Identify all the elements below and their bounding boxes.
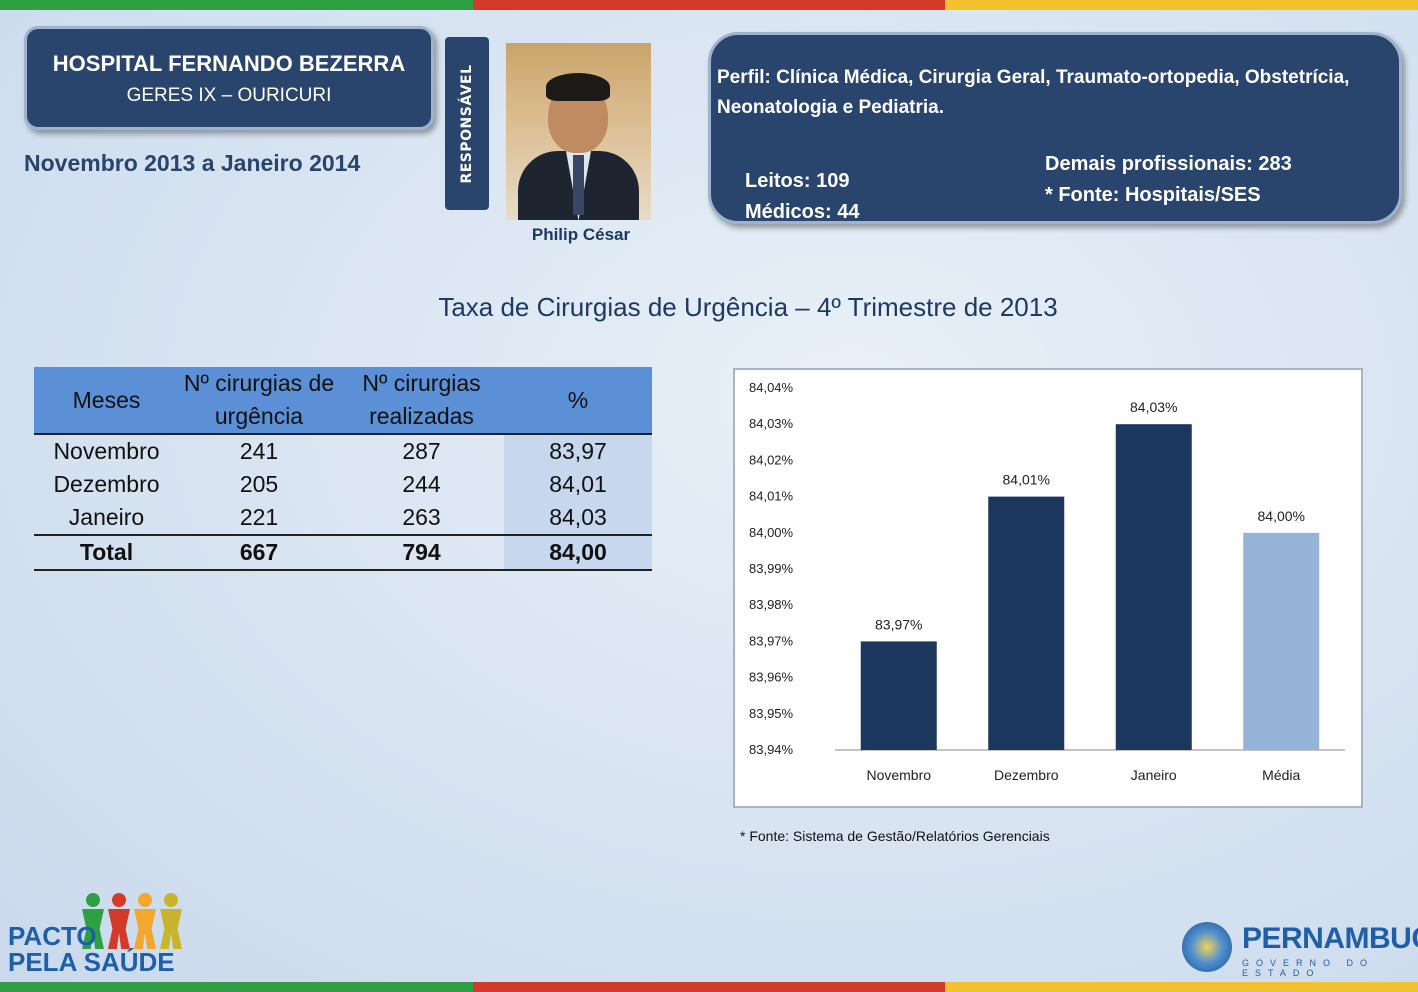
pernambuco-text: PERNAMBUCO (1242, 922, 1418, 955)
x-tick-label: Novembro (866, 767, 931, 783)
responsavel-name: Philip César (531, 225, 631, 244)
cell-percent: 84,03 (504, 501, 652, 535)
top-color-strip (0, 0, 1418, 10)
period-label: Novembro 2013 a Janeiro 2014 (24, 150, 361, 176)
medicos-count: Médicos: 44 (745, 201, 860, 223)
y-tick-label: 83,98% (749, 597, 794, 612)
cell-realizadas: 287 (402, 438, 441, 464)
data-label: 84,03% (1130, 399, 1177, 415)
table-row: Janeiro 221 263 84,03 (34, 501, 652, 535)
leitos-count: Leitos: 109 (745, 170, 850, 192)
state-seal-icon (1182, 922, 1232, 972)
header-percent: % (504, 367, 652, 435)
total-realizadas: 794 (339, 534, 504, 571)
y-tick-label: 83,97% (749, 633, 794, 648)
responsavel-tab: RESPONSÁVEL (445, 37, 489, 210)
pacto-text: PACTO (8, 921, 97, 951)
bar-chart-svg: 83,94% 83,95% 83,96% 83,97% 83,98% 83,99% 84,0… (749, 380, 1345, 783)
bar-janeiro (1115, 424, 1192, 750)
y-tick-label: 83,94% (749, 742, 794, 757)
person-figure-icon (80, 893, 106, 949)
cell-urgencia: 205 (239, 471, 279, 497)
bar-média (1243, 532, 1320, 750)
pernambuco-logo: PERNAMBUCO GOVERNO DO ESTADO (1180, 920, 1418, 978)
cell-urgencia: 241 (239, 438, 279, 464)
x-tick-label: Janeiro (1131, 767, 1177, 783)
perfil-panel: Perfil: Clínica Médica, Cirurgia Geral, … (708, 32, 1402, 224)
y-tick-label: 84,03% (749, 416, 794, 431)
header-urgencia: Nº cirurgias de urgência (179, 367, 339, 435)
responsavel-photo (506, 43, 651, 220)
demais-fonte: Demais profissionais: 283 * Fonte: Hospi… (1045, 149, 1292, 211)
data-label: 83,97% (875, 616, 922, 632)
y-tick-label: 83,95% (749, 706, 794, 721)
table-row: Dezembro 205 244 84,01 (34, 468, 652, 501)
surgery-table: Meses Nº cirurgias de urgência Nº cirurg… (34, 367, 652, 571)
table-row: Novembro 241 287 83,97 (34, 434, 652, 468)
y-tick-label: 84,04% (749, 380, 794, 395)
governo-text: GOVERNO DO ESTADO (1242, 958, 1375, 978)
y-tick-label: 84,00% (749, 525, 794, 540)
y-tick-label: 84,01% (749, 489, 794, 504)
total-label: Total (34, 534, 179, 571)
cell-month: Dezembro (53, 471, 160, 497)
data-label: 84,01% (1003, 472, 1050, 488)
bar-chart: 83,94% 83,95% 83,96% 83,97% 83,98% 83,99% 84,0… (733, 368, 1363, 808)
demais-profissionais: Demais profissionais: 283 (1045, 153, 1292, 175)
cell-realizadas: 263 (402, 504, 441, 530)
table-header-row: Meses Nº cirurgias de urgência Nº cirurg… (34, 367, 652, 435)
pacto-pela-saude-logo: PACTO PELA SAÚDE (8, 885, 208, 977)
header-meses: Meses (34, 367, 179, 435)
cell-urgencia: 221 (239, 504, 279, 530)
y-tick-label: 83,96% (749, 670, 794, 685)
chart-source: * Fonte: Sistema de Gestão/Relatórios Ge… (740, 828, 1050, 844)
cell-month: Janeiro (68, 504, 145, 530)
y-tick-label: 83,99% (749, 561, 794, 576)
header-realizadas: Nº cirurgias realizadas (339, 367, 504, 435)
total-urgencia: 667 (179, 534, 339, 571)
y-tick-label: 84,02% (749, 452, 794, 467)
cell-realizadas: 244 (402, 471, 441, 497)
hospital-panel: HOSPITAL FERNANDO BEZERRA GERES IX – OUR… (24, 26, 434, 130)
person-figure-icon (132, 893, 158, 949)
perfil-source: * Fonte: Hospitais/SES (1045, 184, 1261, 206)
data-label: 84,00% (1258, 508, 1305, 524)
cell-percent: 83,97 (504, 434, 652, 468)
hospital-name: HOSPITAL FERNANDO BEZERRA (52, 51, 406, 76)
x-tick-label: Média (1262, 767, 1300, 783)
hospital-geres: GERES IX – OURICURI (126, 85, 332, 106)
bar-dezembro (988, 496, 1065, 750)
perfil-text: Perfil: Clínica Médica, Cirurgia Geral, … (717, 67, 1350, 118)
responsavel-label: RESPONSÁVEL (459, 63, 475, 184)
pela-saude-text: PELA SAÚDE (8, 947, 175, 977)
section-title: Taxa de Cirurgias de Urgência – 4º Trime… (438, 292, 1058, 322)
person-figure-icon (106, 893, 132, 949)
cell-percent: 84,01 (504, 468, 652, 501)
cell-month: Novembro (53, 438, 160, 464)
person-figure-icon (158, 893, 184, 949)
bottom-color-strip (0, 982, 1418, 992)
table-total-row: Total 667 794 84,00 (34, 534, 652, 571)
x-tick-label: Dezembro (994, 767, 1059, 783)
bar-novembro (860, 641, 937, 750)
leitos-medicos: Leitos: 109 Médicos: 44 (745, 166, 859, 228)
total-percent: 84,00 (504, 534, 652, 571)
